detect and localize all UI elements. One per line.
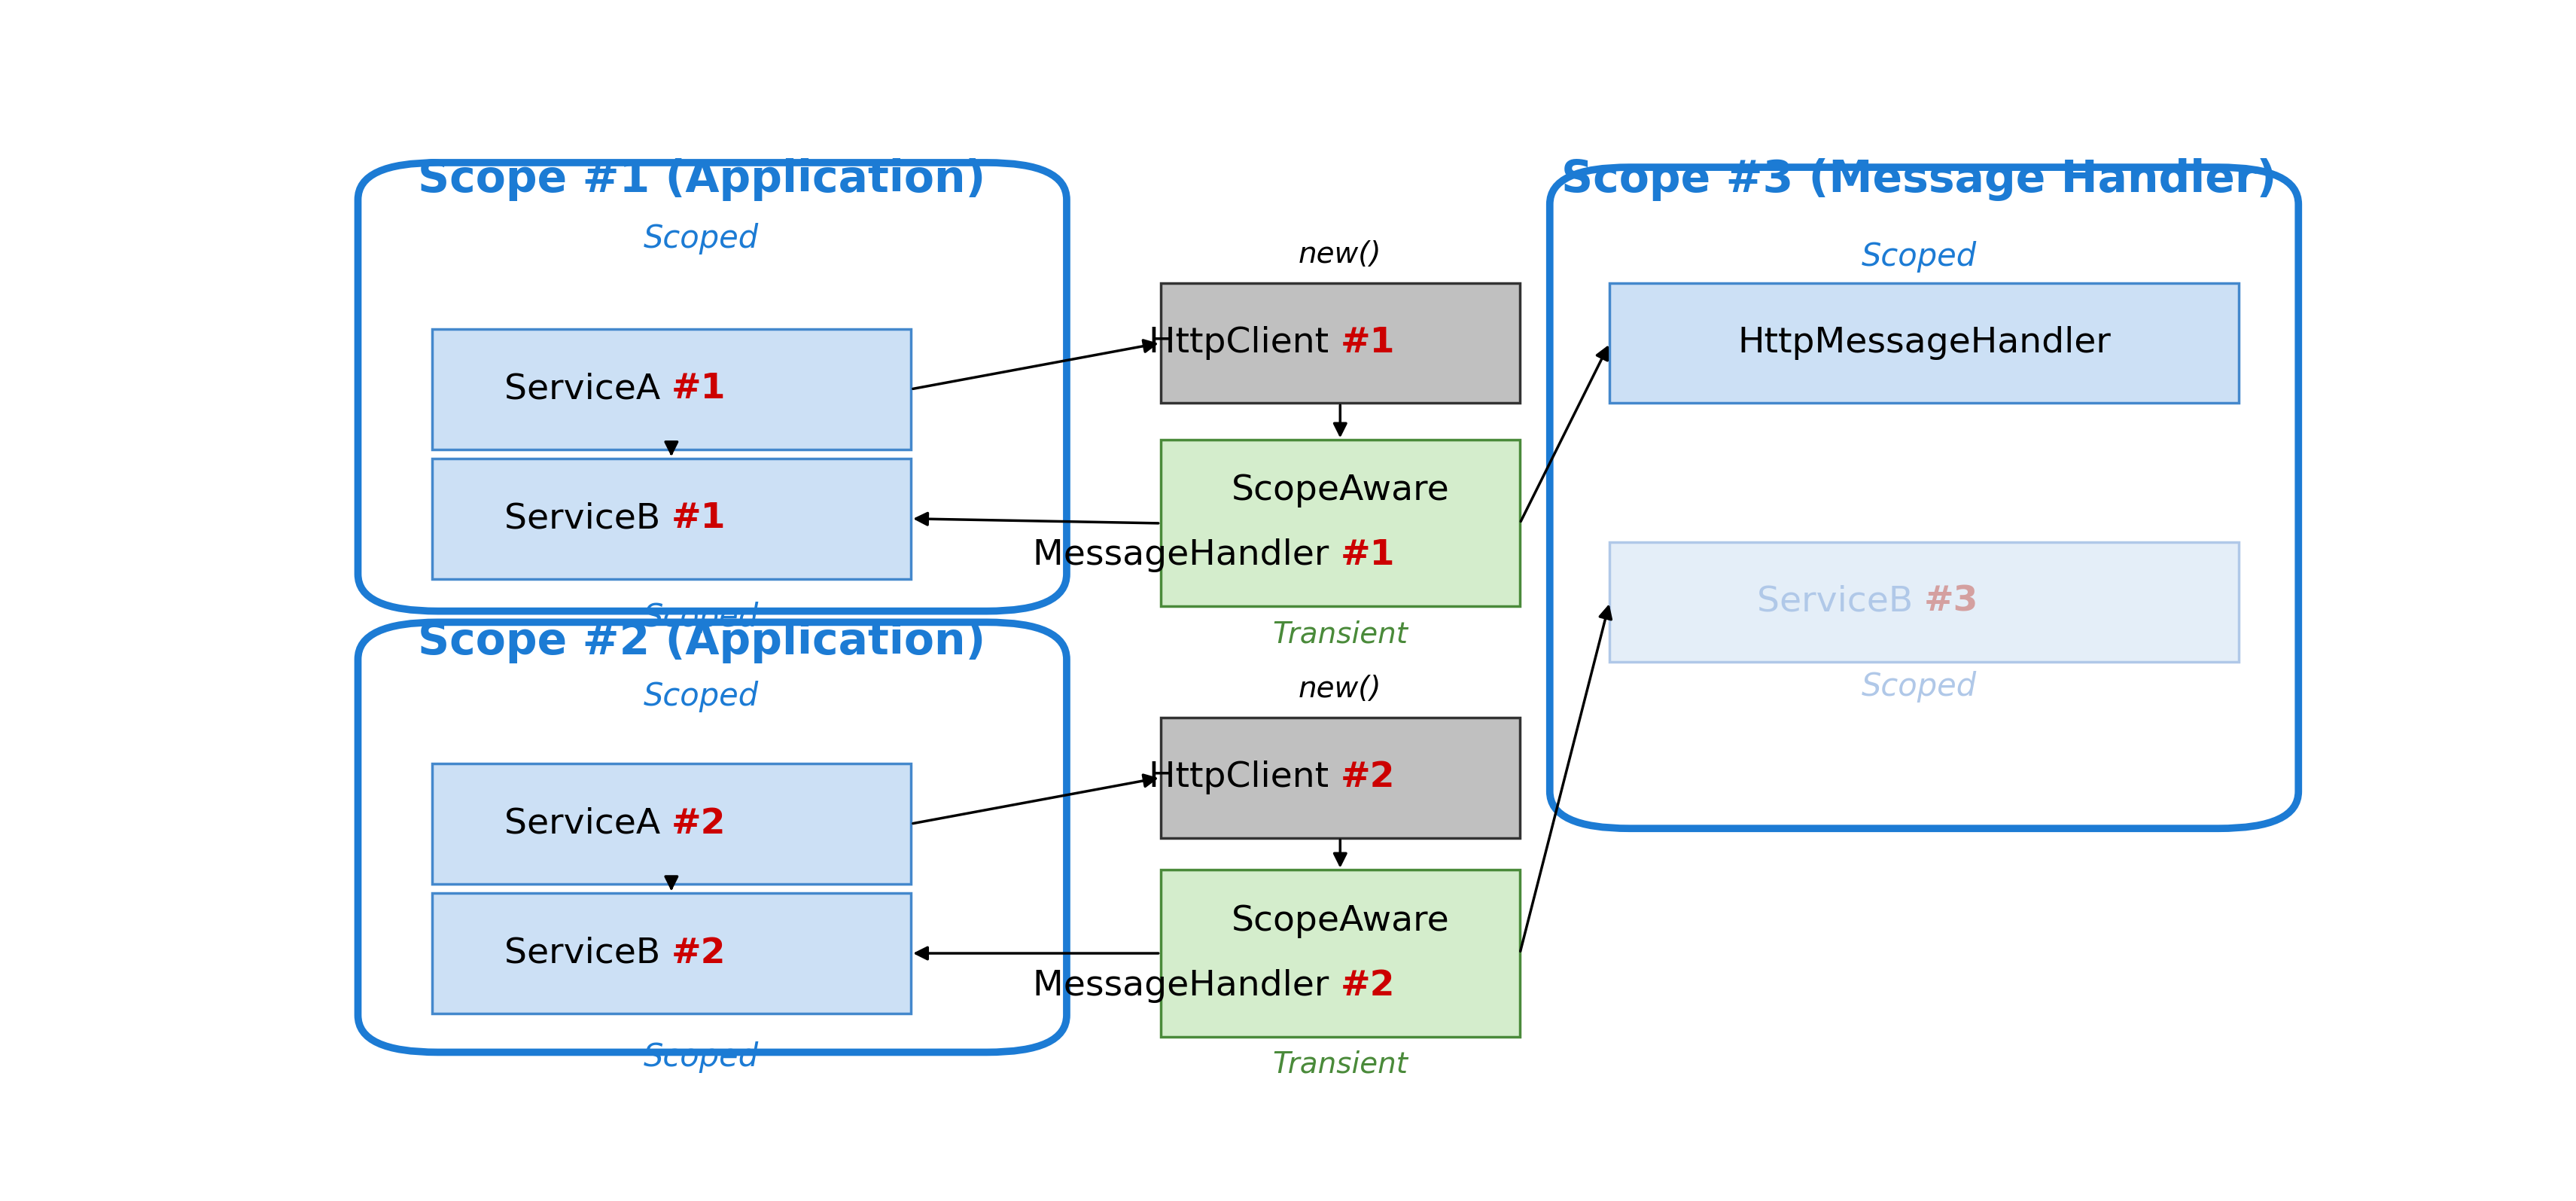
Text: Transient: Transient	[1273, 1051, 1409, 1078]
FancyBboxPatch shape	[1159, 283, 1520, 404]
FancyBboxPatch shape	[433, 459, 912, 579]
Text: ServiceA: ServiceA	[505, 807, 672, 841]
Text: #1: #1	[1340, 539, 1394, 573]
Text: #1: #1	[672, 502, 726, 536]
Text: #1: #1	[672, 372, 726, 406]
Text: new(): new()	[1298, 675, 1381, 704]
FancyBboxPatch shape	[358, 162, 1066, 611]
Text: MessageHandler: MessageHandler	[1033, 539, 1340, 573]
FancyBboxPatch shape	[1610, 283, 2239, 404]
FancyBboxPatch shape	[1159, 870, 1520, 1036]
FancyBboxPatch shape	[1610, 542, 2239, 662]
Text: #1: #1	[1340, 325, 1394, 360]
Text: Scoped: Scoped	[1862, 671, 1976, 703]
Text: ScopeAware: ScopeAware	[1231, 904, 1450, 938]
Text: HttpClient: HttpClient	[1149, 325, 1340, 360]
Text: HttpClient: HttpClient	[1149, 760, 1340, 795]
FancyBboxPatch shape	[433, 894, 912, 1014]
FancyBboxPatch shape	[1551, 167, 2298, 829]
Text: Scope #3 (Message Handler): Scope #3 (Message Handler)	[1561, 159, 2277, 201]
Text: Scope #1 (Application): Scope #1 (Application)	[417, 159, 984, 201]
Text: ServiceB: ServiceB	[1757, 585, 1924, 619]
Text: Transient: Transient	[1273, 621, 1409, 649]
Text: #2: #2	[1340, 760, 1394, 795]
FancyBboxPatch shape	[433, 764, 912, 884]
Text: Scoped: Scoped	[644, 222, 760, 255]
Text: #2: #2	[672, 937, 726, 970]
Text: #3: #3	[1924, 585, 1978, 619]
Text: ServiceA: ServiceA	[505, 372, 672, 406]
FancyBboxPatch shape	[1159, 717, 1520, 838]
Text: #2: #2	[672, 807, 726, 841]
Text: new(): new()	[1298, 240, 1381, 269]
FancyBboxPatch shape	[433, 329, 912, 449]
Text: Scope #2 (Application): Scope #2 (Application)	[417, 621, 984, 663]
Text: MessageHandler: MessageHandler	[1033, 969, 1340, 1003]
Text: #2: #2	[1340, 969, 1394, 1003]
Text: ServiceB: ServiceB	[505, 937, 672, 970]
FancyBboxPatch shape	[358, 622, 1066, 1052]
Text: Scoped: Scoped	[644, 602, 760, 633]
Text: Scoped: Scoped	[644, 681, 760, 712]
Text: ScopeAware: ScopeAware	[1231, 474, 1450, 508]
Text: Scoped: Scoped	[644, 1041, 760, 1072]
FancyBboxPatch shape	[1159, 440, 1520, 607]
Text: ServiceB: ServiceB	[505, 502, 672, 536]
Text: Scoped: Scoped	[1862, 241, 1976, 273]
Text: HttpMessageHandler: HttpMessageHandler	[1736, 325, 2110, 360]
